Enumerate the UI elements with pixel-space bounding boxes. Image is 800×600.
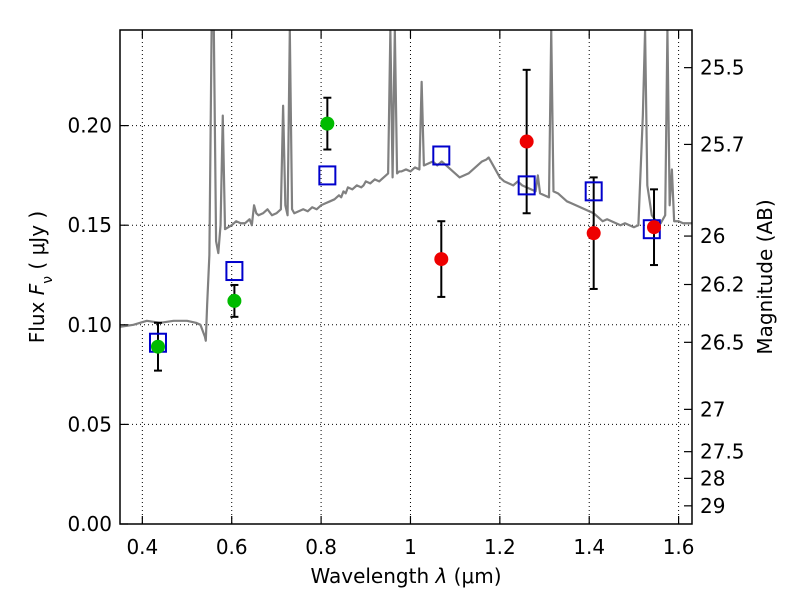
plot-background (120, 30, 692, 524)
y-left-tick-label: 0.10 (67, 313, 112, 337)
x-tick-label: 1.4 (573, 535, 605, 559)
optical-photometry-point (227, 293, 242, 308)
y-axis-right-label: Magnitude (AB) (753, 199, 777, 354)
y-right-tick-label: 27.5 (700, 440, 745, 464)
y-right-tick-label: 25.7 (700, 132, 745, 156)
x-tick-label: 0.8 (305, 535, 337, 559)
x-tick-label: 0.4 (126, 535, 158, 559)
model-photometry-square (225, 261, 244, 282)
optical-photometry-point (320, 116, 335, 131)
y-right-tick-label: 26.5 (700, 330, 745, 354)
x-tick-label: 1.2 (484, 535, 516, 559)
y-axis-left-label-prefix: Flux (25, 295, 49, 343)
y-right-tick-label: 26.2 (700, 273, 745, 297)
y-right-tick-label: 29 (700, 494, 725, 518)
optical-photometry-point (150, 339, 165, 354)
x-axis-label-suffix: (μm) (447, 564, 501, 588)
model-photometry-square (584, 181, 603, 202)
y-right-tick-label: 26 (700, 224, 725, 248)
nir-photometry-point (434, 252, 449, 267)
y-left-tick-label: 0.05 (67, 412, 112, 436)
nir-photometry-point (586, 226, 601, 241)
y-axis-left-label-symbol: F (25, 283, 49, 295)
nir-photometry-point (647, 220, 662, 235)
x-axis-label-symbol: λ (434, 564, 447, 588)
x-tick-label: 0.6 (216, 535, 248, 559)
model-photometry-square (432, 145, 451, 166)
plot-frame (119, 29, 693, 525)
y-right-tick-label: 27 (700, 397, 725, 421)
y-axis-left-label-suffix: ( μJy ) (25, 211, 49, 276)
spectrum-layer (120, 30, 692, 342)
x-axis-label: Wavelength λ (μm) (310, 564, 501, 588)
axis-layer: 0.4 0.6 0.8 1 1.2 1.4 1.6 0.00 0.05 0.10 0.15 0.20 2… (67, 30, 745, 559)
y-right-tick-label: 28 (700, 466, 725, 490)
y-axis-left-label: Flux Fν ( μJy ) (25, 211, 56, 343)
x-tick-label: 1.6 (663, 535, 695, 559)
y-right-tick-label: 25.5 (700, 56, 745, 80)
marker-layer (148, 116, 662, 354)
y-left-tick-label: 0.20 (67, 114, 112, 138)
y-axis-left-label-subscript: ν (40, 276, 56, 284)
x-tick-label: 1 (404, 535, 417, 559)
nir-photometry-point (519, 134, 534, 149)
y-left-tick-label: 0.00 (67, 512, 112, 536)
model-photometry-square (318, 165, 337, 186)
x-axis-label-prefix: Wavelength (310, 564, 435, 588)
y-left-tick-label: 0.15 (67, 213, 112, 237)
model-spectrum-line (120, 30, 692, 342)
model-photometry-square (517, 175, 536, 196)
